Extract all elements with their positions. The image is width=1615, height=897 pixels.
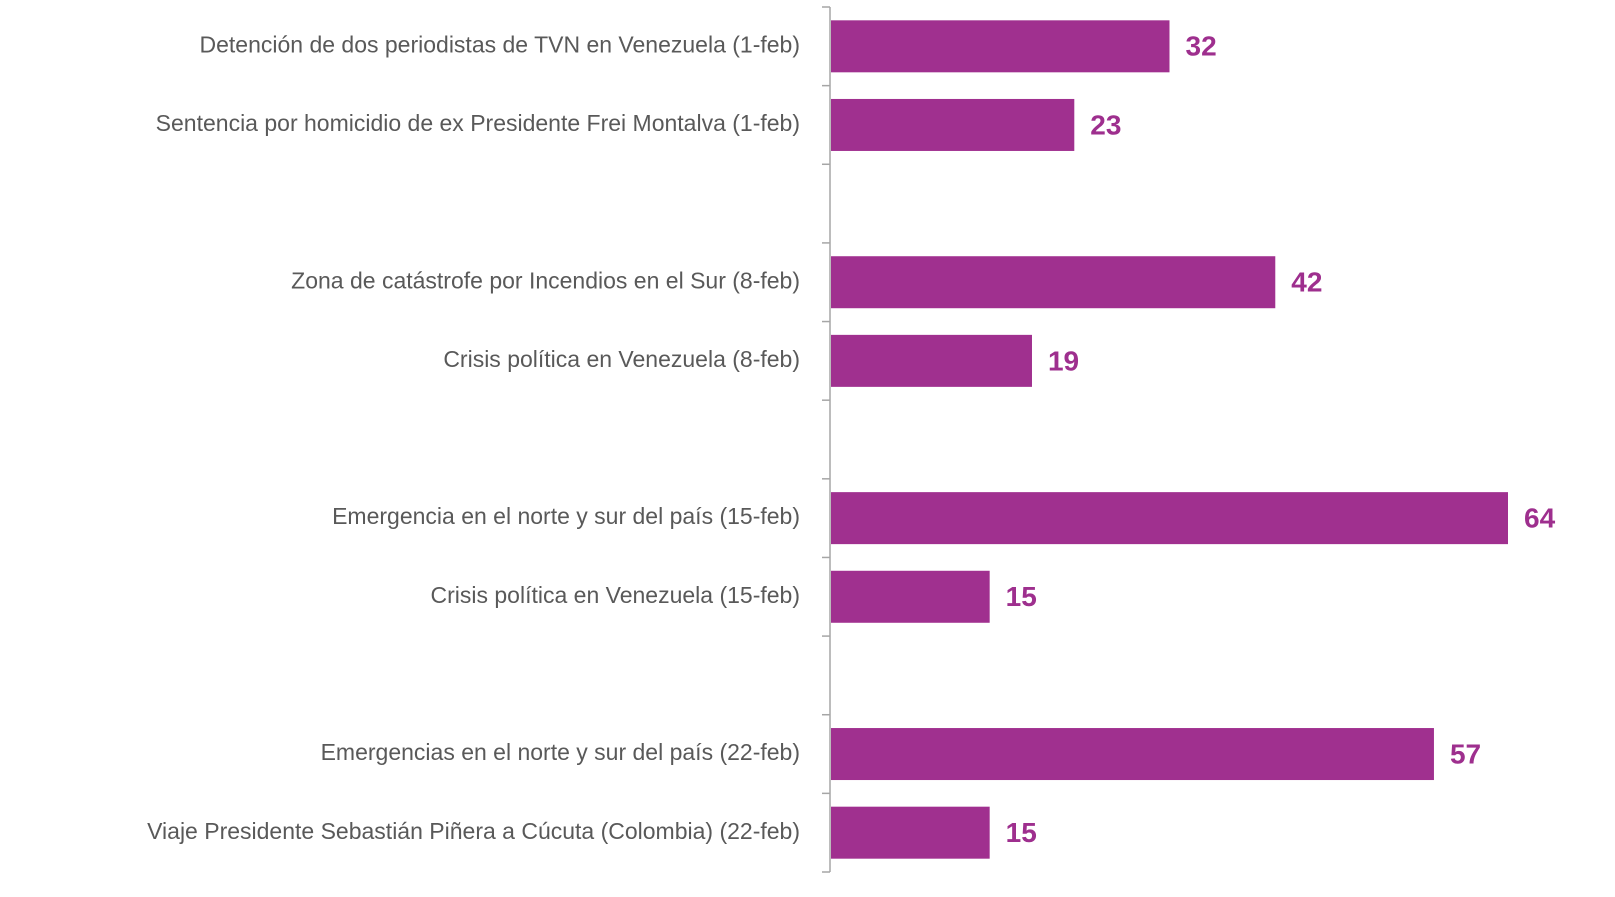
bar [831, 570, 990, 623]
category-label: Zona de catástrofe por Incendios en el S… [291, 267, 800, 293]
bar [831, 20, 1170, 73]
category-label: Crisis política en Venezuela (15-feb) [431, 582, 800, 608]
value-label: 32 [1186, 31, 1217, 62]
category-label: Emergencia en el norte y sur del país (1… [332, 503, 800, 529]
value-label: 42 [1291, 267, 1322, 298]
category-label: Detención de dos periodistas de TVN en V… [199, 31, 800, 57]
bar [831, 728, 1434, 781]
value-label: 15 [1006, 581, 1037, 612]
category-label: Sentencia por homicidio de ex Presidente… [156, 110, 800, 136]
value-label: 64 [1524, 503, 1556, 534]
category-label: Crisis política en Venezuela (8-feb) [443, 346, 800, 372]
bar [831, 98, 1075, 151]
value-label: 57 [1450, 738, 1481, 769]
value-label: 15 [1006, 817, 1037, 848]
value-label: 19 [1048, 345, 1079, 376]
category-label: Emergencias en el norte y sur del país (… [321, 739, 800, 765]
category-label: Viaje Presidente Sebastián Piñera a Cúcu… [147, 818, 800, 844]
bar [831, 492, 1508, 545]
bar [831, 806, 990, 859]
bar [831, 334, 1032, 387]
value-label: 23 [1090, 109, 1121, 140]
bar [831, 256, 1276, 309]
